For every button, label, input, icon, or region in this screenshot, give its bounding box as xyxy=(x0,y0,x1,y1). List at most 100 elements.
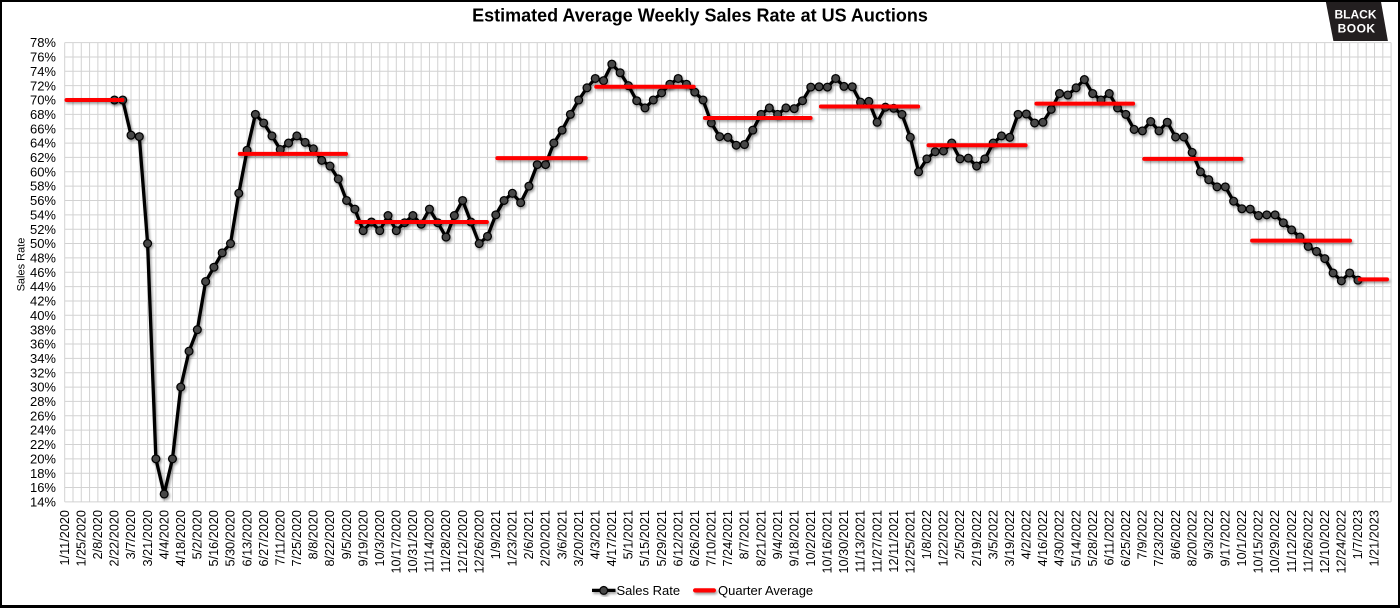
svg-text:1/11/2020: 1/11/2020 xyxy=(58,510,72,566)
svg-text:3/5/2022: 3/5/2022 xyxy=(986,510,1000,559)
svg-text:6/27/2020: 6/27/2020 xyxy=(257,510,271,566)
svg-text:5/29/2021: 5/29/2021 xyxy=(655,510,669,566)
svg-text:10/17/2020: 10/17/2020 xyxy=(390,510,404,574)
svg-text:40%: 40% xyxy=(30,308,56,323)
svg-text:36%: 36% xyxy=(30,337,56,352)
svg-text:22%: 22% xyxy=(30,437,56,452)
svg-text:46%: 46% xyxy=(30,265,56,280)
svg-text:7/9/2022: 7/9/2022 xyxy=(1136,510,1150,559)
svg-text:3/19/2022: 3/19/2022 xyxy=(1003,510,1017,566)
svg-text:16%: 16% xyxy=(30,480,56,495)
svg-text:12/24/2022: 12/24/2022 xyxy=(1335,510,1349,574)
svg-text:5/28/2022: 5/28/2022 xyxy=(1086,510,1100,566)
svg-text:4/30/2022: 4/30/2022 xyxy=(1053,510,1067,566)
svg-text:62%: 62% xyxy=(30,150,56,165)
svg-text:1/7/2023: 1/7/2023 xyxy=(1351,510,1365,559)
svg-text:6/11/2022: 6/11/2022 xyxy=(1102,510,1116,566)
svg-text:2/19/2022: 2/19/2022 xyxy=(970,510,984,566)
svg-text:2/20/2021: 2/20/2021 xyxy=(539,510,553,566)
svg-text:12/11/2021: 12/11/2021 xyxy=(887,510,901,573)
svg-text:9/19/2020: 9/19/2020 xyxy=(356,510,370,566)
svg-text:26%: 26% xyxy=(30,408,56,423)
svg-text:66%: 66% xyxy=(30,121,56,136)
svg-text:38%: 38% xyxy=(30,322,56,337)
svg-text:8/6/2022: 8/6/2022 xyxy=(1169,510,1183,559)
svg-text:Quarter Average: Quarter Average xyxy=(718,583,813,598)
svg-text:1/23/2021: 1/23/2021 xyxy=(506,510,520,566)
svg-text:68%: 68% xyxy=(30,107,56,122)
svg-text:5/1/2021: 5/1/2021 xyxy=(622,510,636,559)
svg-text:12/10/2022: 12/10/2022 xyxy=(1318,510,1332,574)
svg-text:9/18/2021: 9/18/2021 xyxy=(787,510,801,566)
svg-text:58%: 58% xyxy=(30,179,56,194)
svg-text:9/5/2020: 9/5/2020 xyxy=(340,510,354,559)
svg-text:9/4/2021: 9/4/2021 xyxy=(771,510,785,559)
svg-text:4/4/2020: 4/4/2020 xyxy=(157,510,171,559)
svg-text:52%: 52% xyxy=(30,222,56,237)
svg-text:9/17/2022: 9/17/2022 xyxy=(1219,510,1233,566)
svg-text:28%: 28% xyxy=(30,394,56,409)
svg-text:7/10/2021: 7/10/2021 xyxy=(705,510,719,566)
svg-text:Sales Rate: Sales Rate xyxy=(617,583,681,598)
svg-text:76%: 76% xyxy=(30,50,56,65)
svg-text:24%: 24% xyxy=(30,423,56,438)
svg-text:60%: 60% xyxy=(30,164,56,179)
svg-text:2/8/2020: 2/8/2020 xyxy=(91,510,105,559)
svg-text:5/2/2020: 5/2/2020 xyxy=(191,510,205,559)
svg-text:4/17/2021: 4/17/2021 xyxy=(605,510,619,566)
svg-text:4/16/2022: 4/16/2022 xyxy=(1036,510,1050,566)
svg-text:8/7/2021: 8/7/2021 xyxy=(738,510,752,559)
svg-text:12/26/2020: 12/26/2020 xyxy=(472,510,486,574)
svg-text:54%: 54% xyxy=(30,207,56,222)
svg-text:8/20/2022: 8/20/2022 xyxy=(1185,510,1199,566)
svg-text:3/7/2020: 3/7/2020 xyxy=(124,510,138,559)
svg-text:6/12/2021: 6/12/2021 xyxy=(671,510,685,566)
svg-text:2/5/2022: 2/5/2022 xyxy=(953,510,967,559)
svg-text:10/3/2020: 10/3/2020 xyxy=(373,510,387,566)
svg-text:5/15/2021: 5/15/2021 xyxy=(638,510,652,566)
svg-text:8/21/2021: 8/21/2021 xyxy=(754,510,768,566)
svg-text:2/6/2021: 2/6/2021 xyxy=(522,510,536,559)
svg-text:32%: 32% xyxy=(30,365,56,380)
svg-text:6/13/2020: 6/13/2020 xyxy=(240,510,254,566)
svg-text:8/8/2020: 8/8/2020 xyxy=(307,510,321,559)
svg-text:7/11/2020: 7/11/2020 xyxy=(273,510,287,566)
svg-text:10/2/2021: 10/2/2021 xyxy=(804,510,818,566)
svg-text:3/6/2021: 3/6/2021 xyxy=(555,510,569,559)
svg-text:7/24/2021: 7/24/2021 xyxy=(721,510,735,566)
svg-text:5/14/2022: 5/14/2022 xyxy=(1069,510,1083,566)
svg-text:78%: 78% xyxy=(30,35,56,50)
svg-text:5/30/2020: 5/30/2020 xyxy=(224,510,238,566)
svg-text:42%: 42% xyxy=(30,294,56,309)
svg-text:70%: 70% xyxy=(30,93,56,108)
svg-text:10/1/2022: 10/1/2022 xyxy=(1235,510,1249,566)
svg-text:1/22/2022: 1/22/2022 xyxy=(937,510,951,566)
svg-text:44%: 44% xyxy=(30,279,56,294)
svg-text:50%: 50% xyxy=(30,236,56,251)
svg-text:4/3/2021: 4/3/2021 xyxy=(589,510,603,559)
svg-text:1/25/2020: 1/25/2020 xyxy=(75,510,89,566)
svg-text:1/8/2022: 1/8/2022 xyxy=(920,510,934,559)
svg-text:11/27/2021: 11/27/2021 xyxy=(870,510,884,573)
svg-text:11/13/2021: 11/13/2021 xyxy=(854,510,868,573)
svg-text:72%: 72% xyxy=(30,78,56,93)
svg-text:3/21/2020: 3/21/2020 xyxy=(141,510,155,566)
svg-text:4/2/2022: 4/2/2022 xyxy=(1020,510,1034,559)
svg-text:6/26/2021: 6/26/2021 xyxy=(688,510,702,566)
svg-text:10/31/2020: 10/31/2020 xyxy=(406,510,420,574)
svg-text:11/28/2020: 11/28/2020 xyxy=(439,510,453,573)
svg-text:6/25/2022: 6/25/2022 xyxy=(1119,510,1133,566)
svg-text:1/9/2021: 1/9/2021 xyxy=(489,510,503,559)
svg-text:BOOK: BOOK xyxy=(1338,21,1376,35)
svg-text:4/18/2020: 4/18/2020 xyxy=(174,510,188,566)
svg-text:3/20/2021: 3/20/2021 xyxy=(572,510,586,566)
svg-text:2/22/2020: 2/22/2020 xyxy=(108,510,122,566)
svg-text:14%: 14% xyxy=(30,495,56,510)
svg-text:Estimated Average Weekly Sales: Estimated Average Weekly Sales Rate at U… xyxy=(472,6,928,26)
svg-text:Sales Rate: Sales Rate xyxy=(16,238,28,292)
svg-text:11/14/2020: 11/14/2020 xyxy=(423,510,437,573)
svg-text:64%: 64% xyxy=(30,136,56,151)
svg-text:12/12/2020: 12/12/2020 xyxy=(456,510,470,574)
svg-text:1/21/2023: 1/21/2023 xyxy=(1368,510,1382,566)
svg-text:56%: 56% xyxy=(30,193,56,208)
